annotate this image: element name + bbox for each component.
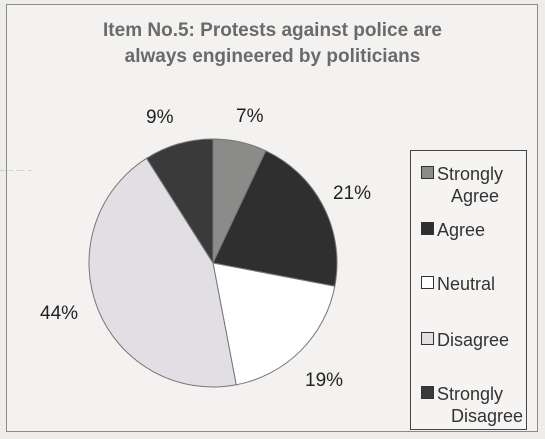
legend-swatch-strongly-disagree [421, 386, 434, 399]
chart-title-line-2: always engineered by politicians [124, 46, 421, 67]
legend-label-agree: Agree [437, 220, 486, 240]
legend-label-strongly-agree-2: Agree [451, 186, 500, 206]
legend-swatch-agree [421, 222, 434, 235]
legend-swatch-disagree [421, 332, 434, 345]
legend-label-strongly-disagree-2: Disagree [451, 406, 524, 426]
pie-slice-disagree [88, 157, 237, 388]
slice-label-neutral: 19% [305, 370, 344, 391]
legend-item-strongly-agree: Strongly Agree [421, 163, 503, 207]
pie-slice-agree [212, 150, 338, 287]
slice-label-strongly-disagree: 9% [146, 107, 174, 128]
legend-label-disagree: Disagree [437, 330, 510, 350]
legend-swatch-strongly-agree [421, 166, 434, 179]
chart-title: Item No.5: Protests against police are a… [20, 18, 525, 70]
slice-label-strongly-agree: 7% [236, 106, 264, 127]
legend-label-strongly-disagree-1: Strongly [437, 384, 504, 404]
chart-legend: Strongly Agree Agree Neutral Disagree Str… [410, 150, 527, 430]
pie-slice-neutral [212, 262, 336, 386]
legend-label-strongly-agree-1: Strongly [437, 164, 504, 184]
legend-item-disagree: Disagree [421, 329, 509, 351]
slice-label-disagree: 44% [40, 303, 79, 324]
margin-scribble: ~~~ ~~ ~ [0, 168, 33, 175]
legend-swatch-neutral [421, 276, 434, 289]
legend-label-neutral: Neutral [437, 274, 496, 294]
slice-label-agree: 21% [333, 183, 372, 204]
pie-slice-strongly-disagree [145, 138, 214, 265]
legend-item-agree: Agree [421, 219, 485, 241]
legend-item-strongly-disagree: Strongly Disagree [421, 383, 523, 427]
legend-item-neutral: Neutral [421, 273, 495, 295]
chart-title-line-1: Item No.5: Protests against police are [103, 20, 442, 41]
